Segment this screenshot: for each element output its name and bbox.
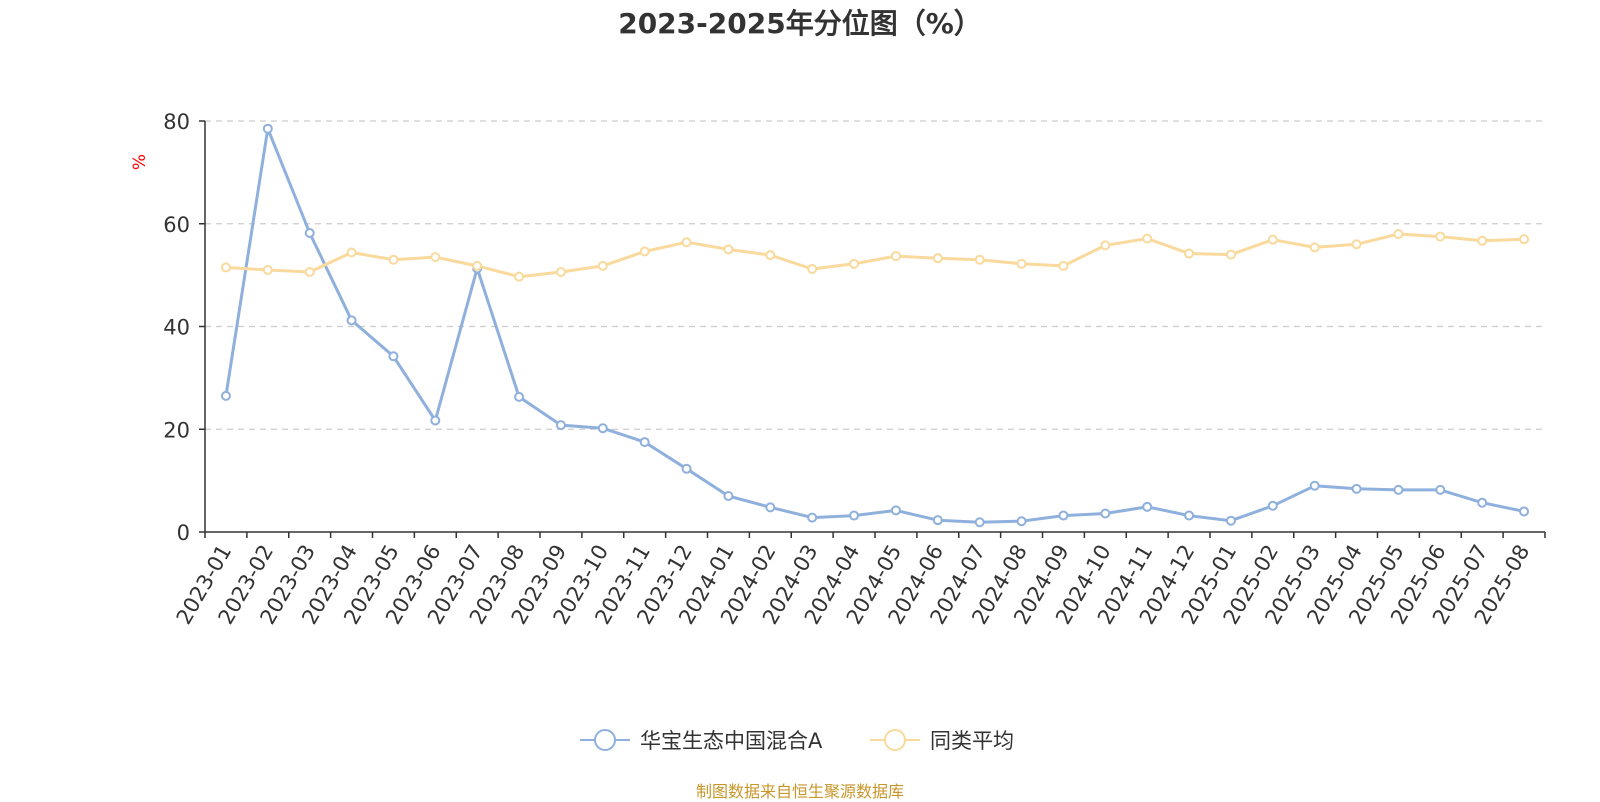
axes: 0204060802023-012023-022023-032023-04202… xyxy=(163,110,1546,628)
y-tick-label: 20 xyxy=(163,418,190,442)
data-point-series-1 xyxy=(1267,500,1278,511)
data-point-series-1 xyxy=(849,510,860,521)
data-point-series-1 xyxy=(304,227,315,238)
data-point-series-1 xyxy=(723,491,734,502)
data-point-series-2 xyxy=(262,264,273,275)
data-point-series-1 xyxy=(220,390,231,401)
data-point-series-2 xyxy=(932,253,943,264)
data-point-series-1 xyxy=(1351,483,1362,494)
data-point-series-2 xyxy=(346,247,357,258)
chart-title: 2023-2025年分位图（%） xyxy=(618,7,982,40)
data-point-series-2 xyxy=(765,250,776,261)
data-point-series-1 xyxy=(1309,480,1320,491)
data-point-series-1 xyxy=(514,391,525,402)
data-point-series-1 xyxy=(932,515,943,526)
legend-marker-icon xyxy=(870,729,920,751)
source-note: 制图数据来自恒生聚源数据库 xyxy=(695,782,904,801)
series-line-1 xyxy=(224,127,1525,524)
series-line-2 xyxy=(225,232,1525,279)
data-point-series-2 xyxy=(1267,234,1278,245)
data-point-series-1 xyxy=(1225,515,1236,526)
data-point-series-1 xyxy=(1016,516,1027,527)
data-point-series-1 xyxy=(1058,510,1069,521)
data-point-series-1 xyxy=(346,315,357,326)
data-point-series-2 xyxy=(388,254,399,265)
data-point-series-1 xyxy=(1100,508,1111,519)
data-point-series-1 xyxy=(262,123,273,134)
legend-label-series-2: 同类平均 xyxy=(930,729,1014,753)
data-point-series-1 xyxy=(1393,484,1404,495)
data-point-series-2 xyxy=(472,260,483,271)
y-tick-label: 80 xyxy=(163,110,190,134)
y-tick-label: 60 xyxy=(163,213,190,237)
data-point-series-1 xyxy=(890,505,901,516)
legend-label-series-1: 华宝生态中国混合A xyxy=(640,729,823,753)
y-tick-label: 40 xyxy=(163,316,190,340)
data-point-series-1 xyxy=(765,502,776,513)
data-point-series-2 xyxy=(681,237,692,248)
data-point-series-1 xyxy=(1142,501,1153,512)
data-point-series-2 xyxy=(1351,239,1362,250)
grid-lines xyxy=(205,120,1545,430)
data-point-series-2 xyxy=(514,271,525,282)
data-point-series-2 xyxy=(974,254,985,265)
data-point-series-1 xyxy=(1435,484,1446,495)
data-point-series-2 xyxy=(1100,240,1111,251)
data-point-series-1 xyxy=(430,415,441,426)
data-point-series-2 xyxy=(1393,229,1404,240)
data-point-series-2 xyxy=(555,267,566,278)
data-point-series-2 xyxy=(1184,248,1195,259)
legend-item-series-2[interactable]: 同类平均 xyxy=(870,725,1014,755)
data-point-series-2 xyxy=(1142,233,1153,244)
data-point-series-2 xyxy=(1309,242,1320,253)
data-point-series-1 xyxy=(1184,510,1195,521)
data-point-series-2 xyxy=(1225,249,1236,260)
legend-item-series-1[interactable]: 华宝生态中国混合A xyxy=(580,725,822,755)
data-point-series-1 xyxy=(681,463,692,474)
data-point-series-1 xyxy=(639,437,650,448)
data-point-series-1 xyxy=(974,517,985,528)
data-point-series-2 xyxy=(639,246,650,257)
data-point-series-2 xyxy=(430,252,441,263)
series xyxy=(220,123,1530,528)
data-point-series-1 xyxy=(1477,497,1488,508)
y-tick-label: 0 xyxy=(177,521,190,545)
data-point-series-2 xyxy=(849,258,860,269)
data-point-series-1 xyxy=(597,423,608,434)
data-point-series-2 xyxy=(220,262,231,273)
legend-marker-icon xyxy=(580,729,630,751)
data-point-series-2 xyxy=(890,251,901,262)
data-point-series-1 xyxy=(807,512,818,523)
data-point-series-1 xyxy=(555,420,566,431)
data-point-series-2 xyxy=(1519,234,1530,245)
data-point-series-2 xyxy=(304,267,315,278)
y-axis-unit-label: % xyxy=(130,154,150,170)
data-point-series-2 xyxy=(1435,231,1446,242)
data-point-series-2 xyxy=(1477,235,1488,246)
data-point-series-2 xyxy=(807,263,818,274)
data-point-series-2 xyxy=(1016,258,1027,269)
data-point-series-2 xyxy=(1058,260,1069,271)
data-point-series-2 xyxy=(597,260,608,271)
data-point-series-2 xyxy=(723,244,734,255)
data-point-series-1 xyxy=(388,351,399,362)
data-point-series-1 xyxy=(1519,506,1530,517)
